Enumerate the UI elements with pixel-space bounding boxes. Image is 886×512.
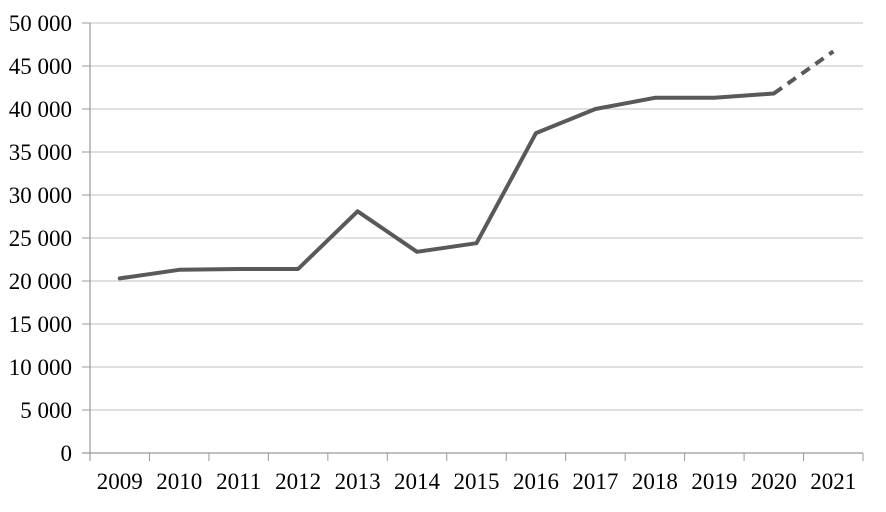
y-axis-tick-label: 30 000 xyxy=(9,183,72,208)
y-axis-tick-label: 25 000 xyxy=(9,226,72,251)
x-axis-tick-label: 2011 xyxy=(216,469,261,494)
data-line-solid xyxy=(117,91,776,281)
y-axis-tick-label: 20 000 xyxy=(9,269,72,294)
y-axis-tick-label: 5 000 xyxy=(20,398,72,423)
y-axis-tick-label: 35 000 xyxy=(9,140,72,165)
x-axis-tick-label: 2009 xyxy=(97,469,143,494)
x-axis-tick-label: 2021 xyxy=(810,469,856,494)
x-axis-tick-label: 2015 xyxy=(454,469,500,494)
x-axis-tick-label: 2018 xyxy=(632,469,678,494)
x-axis-tick-label: 2013 xyxy=(335,469,381,494)
x-axis-tick-label: 2016 xyxy=(513,469,559,494)
y-axis-tick-label: 15 000 xyxy=(9,312,72,337)
y-axis-tick-label: 50 000 xyxy=(9,11,72,36)
y-axis-tick-label: 10 000 xyxy=(9,355,72,380)
y-axis-tick-label: 40 000 xyxy=(9,97,72,122)
y-axis-tick-label: 0 xyxy=(61,441,73,466)
x-axis-tick-label: 2020 xyxy=(751,469,797,494)
x-axis-tick-label: 2014 xyxy=(394,469,441,494)
x-axis-tick-label: 2012 xyxy=(275,469,321,494)
x-axis-tick-label: 2010 xyxy=(156,469,202,494)
data-line-dashed xyxy=(772,49,835,96)
y-axis-tick-label: 45 000 xyxy=(9,54,72,79)
x-axis-tick-label: 2019 xyxy=(691,469,737,494)
x-axis-tick-label: 2017 xyxy=(572,469,618,494)
